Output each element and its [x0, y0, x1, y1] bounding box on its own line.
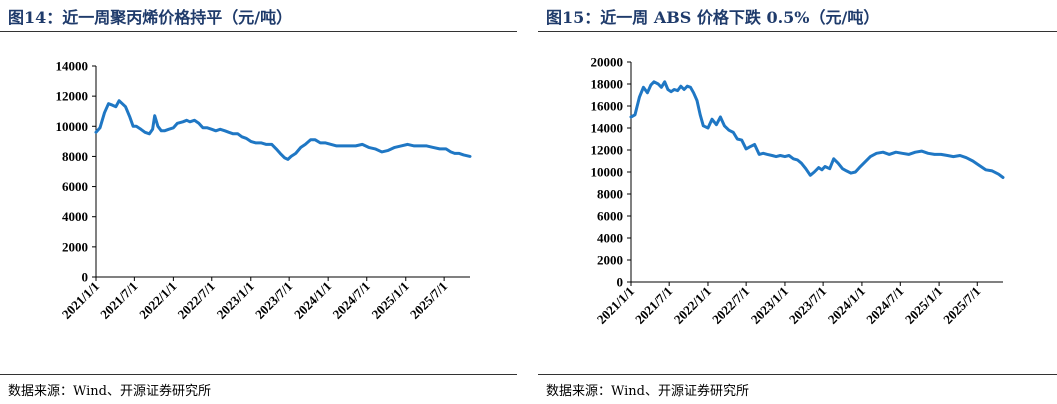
chart-title: 图14：近一周聚丙烯价格持平（元/吨） — [8, 8, 293, 27]
x-tick-label: 2022/1/1 — [671, 284, 714, 327]
x-tick-label: 2024/1/1 — [291, 279, 334, 322]
y-tick-label: 18000 — [591, 77, 624, 92]
x-tick-label: 2025/1/1 — [369, 279, 412, 322]
y-tick-label: 4000 — [62, 209, 88, 224]
polypropylene-price-chart: 0 2000 4000 6000 8000 10000 12000 14000 2021/1/1… — [56, 59, 472, 322]
y-tick-label: 0 — [82, 270, 89, 285]
y-tick-label: 12000 — [591, 143, 624, 158]
x-tick-label: 2024/1/1 — [825, 284, 868, 327]
title-divider — [538, 31, 1057, 32]
x-tick-label: 2025/7/1 — [940, 284, 983, 327]
price-series-line — [629, 80, 1005, 179]
y-tick-label: 14000 — [591, 121, 624, 136]
x-tick-label: 2025/7/1 — [407, 279, 450, 322]
y-tick-label: 6000 — [597, 209, 623, 224]
price-series-line — [94, 99, 472, 161]
y-tick-label: 2000 — [597, 253, 623, 268]
abs-price-chart: 0 2000 4000 6000 8000 10000 12000 14000 16000 180… — [591, 55, 1005, 327]
y-tick-label: 16000 — [591, 99, 624, 114]
x-tick-label: 2023/1/1 — [748, 284, 791, 327]
y-tick-label: 14000 — [56, 59, 89, 74]
chart-panel-polypropylene: 图14：近一周聚丙烯价格持平（元/吨） 0 2000 4000 6000 8000 100… — [0, 0, 517, 404]
y-tick-label: 8000 — [597, 187, 623, 202]
source-divider — [0, 374, 517, 375]
x-tick-label: 2023/1/1 — [214, 279, 257, 322]
y-tick-label: 10000 — [591, 165, 624, 180]
x-tick-label: 2024/7/1 — [863, 284, 906, 327]
data-source: 数据来源：Wind、开源证券研究所 — [546, 384, 749, 399]
chart-title: 图15：近一周 ABS 价格下跌 0.5%（元/吨） — [546, 8, 880, 27]
x-tick-label: 2022/1/1 — [136, 279, 179, 322]
y-tick-label: 4000 — [597, 231, 623, 246]
y-tick-label: 6000 — [62, 179, 88, 194]
y-tick-label: 0 — [617, 275, 624, 290]
x-tick-label: 2022/7/1 — [709, 284, 752, 327]
x-tick-label: 2024/7/1 — [330, 279, 373, 322]
x-tick-label: 2021/1/1 — [594, 284, 637, 327]
y-tick-label: 2000 — [62, 239, 88, 254]
y-tick-label: 10000 — [56, 119, 89, 134]
y-tick-label: 12000 — [56, 89, 89, 104]
x-tick-label: 2021/7/1 — [632, 284, 675, 327]
x-tick-label: 2025/1/1 — [902, 284, 945, 327]
x-tick-label: 2022/7/1 — [175, 279, 218, 322]
y-tick-label: 20000 — [591, 55, 624, 70]
x-tick-label: 2023/7/1 — [252, 279, 295, 322]
source-divider — [538, 374, 1057, 375]
data-source: 数据来源：Wind、开源证券研究所 — [8, 384, 211, 399]
x-tick-label: 2023/7/1 — [786, 284, 829, 327]
y-tick-label: 8000 — [62, 149, 88, 164]
title-divider — [0, 31, 517, 32]
x-tick-label: 2021/7/1 — [97, 279, 140, 322]
chart-panel-abs: 图15：近一周 ABS 价格下跌 0.5%（元/吨） 0 2000 4000 6000… — [538, 0, 1057, 404]
x-tick-label: 2021/1/1 — [59, 279, 102, 322]
